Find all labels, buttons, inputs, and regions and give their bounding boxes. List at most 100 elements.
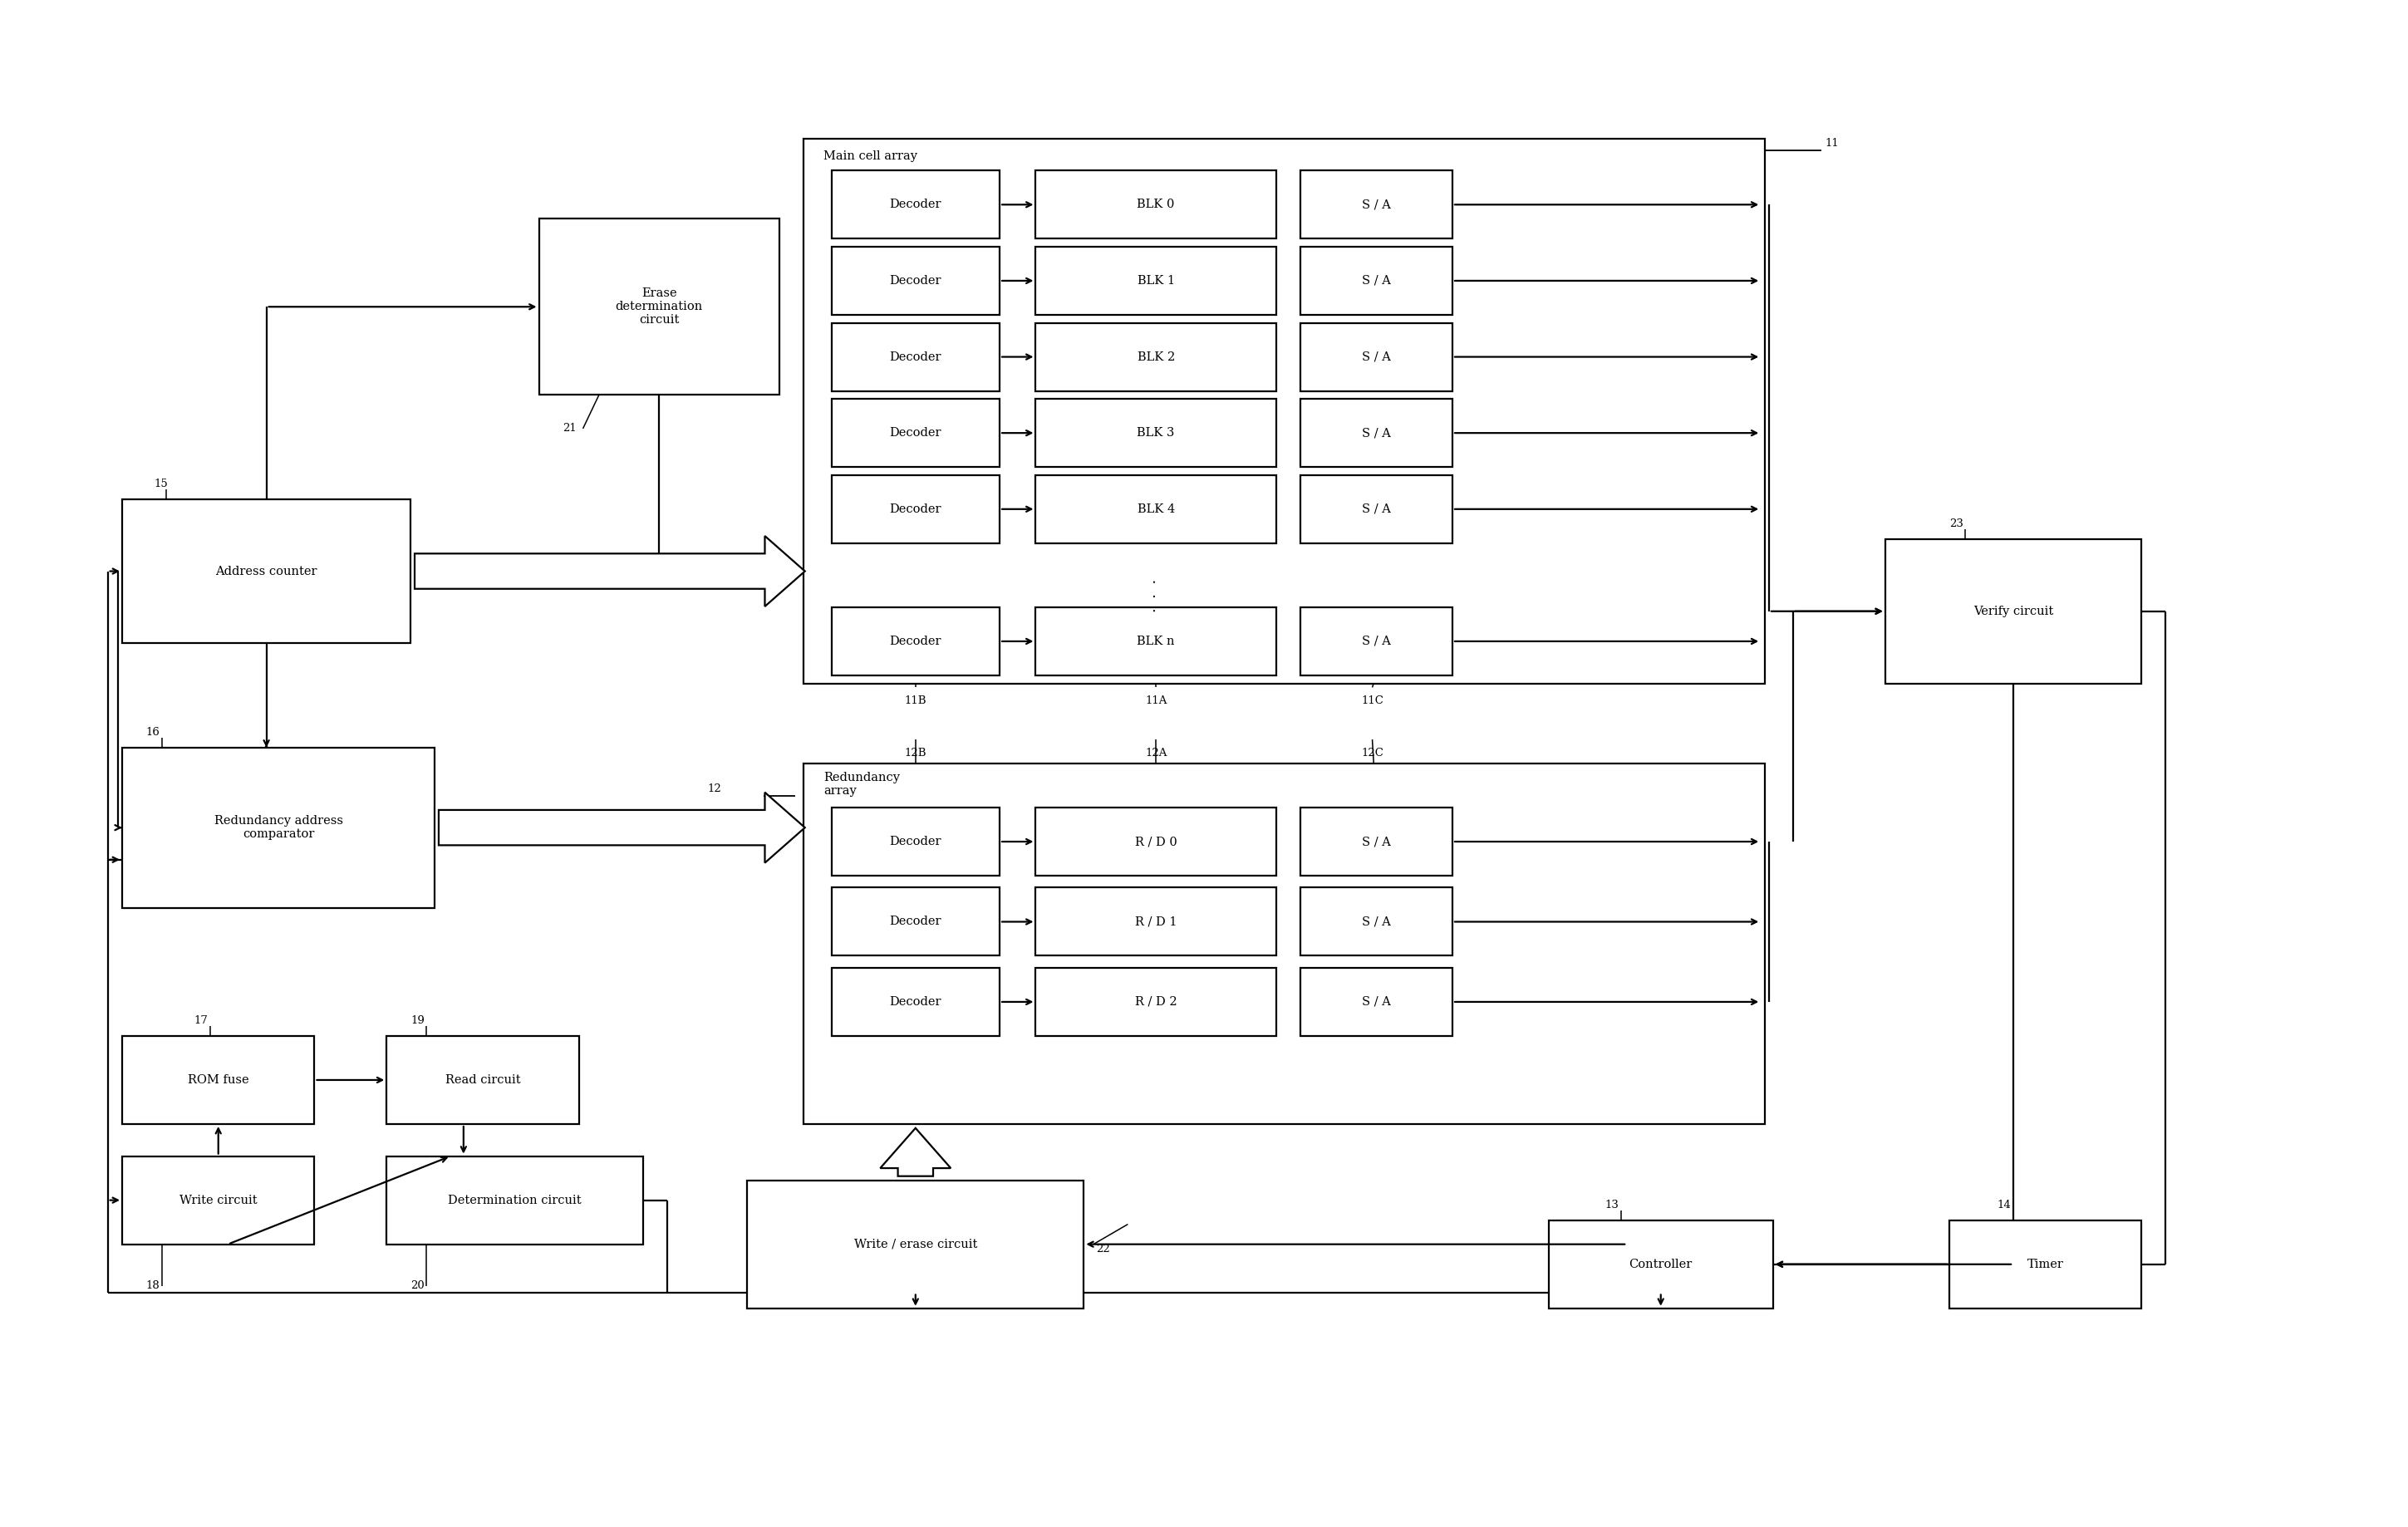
FancyBboxPatch shape [831, 171, 999, 238]
FancyBboxPatch shape [1300, 475, 1452, 544]
FancyBboxPatch shape [1035, 887, 1276, 956]
FancyBboxPatch shape [1300, 322, 1452, 391]
FancyBboxPatch shape [1300, 399, 1452, 467]
Text: BLK 1: BLK 1 [1137, 275, 1175, 287]
Text: 12A: 12A [1144, 748, 1168, 759]
Text: Redundancy
array: Redundancy array [824, 771, 901, 797]
Text: 14: 14 [1996, 1200, 2011, 1211]
Text: 17: 17 [195, 1015, 207, 1026]
Text: S / A: S / A [1363, 916, 1392, 927]
Text: 12C: 12C [1361, 748, 1385, 759]
FancyBboxPatch shape [1300, 247, 1452, 315]
Text: S / A: S / A [1363, 199, 1392, 211]
FancyBboxPatch shape [831, 968, 999, 1035]
FancyBboxPatch shape [1035, 322, 1276, 391]
Text: 11A: 11A [1144, 695, 1168, 705]
Text: BLK n: BLK n [1137, 635, 1175, 647]
Text: R / D 0: R / D 0 [1134, 835, 1178, 847]
FancyBboxPatch shape [804, 139, 1765, 684]
Text: Decoder: Decoder [889, 428, 942, 438]
FancyBboxPatch shape [1885, 539, 2141, 684]
Text: 18: 18 [147, 1280, 159, 1290]
FancyBboxPatch shape [123, 1035, 315, 1124]
FancyBboxPatch shape [1548, 1220, 1772, 1309]
FancyBboxPatch shape [1300, 968, 1452, 1035]
Text: Decoder: Decoder [889, 275, 942, 287]
Text: Decoder: Decoder [889, 916, 942, 927]
Text: S / A: S / A [1363, 996, 1392, 1008]
FancyBboxPatch shape [804, 764, 1765, 1124]
Text: Decoder: Decoder [889, 351, 942, 363]
Text: R / D 1: R / D 1 [1134, 916, 1178, 927]
Text: BLK 4: BLK 4 [1137, 504, 1175, 515]
FancyBboxPatch shape [831, 322, 999, 391]
Text: 11: 11 [1825, 139, 1840, 150]
Text: 22: 22 [1096, 1245, 1110, 1255]
FancyBboxPatch shape [1035, 399, 1276, 467]
Text: R / D 2: R / D 2 [1134, 996, 1178, 1008]
Text: S / A: S / A [1363, 275, 1392, 287]
FancyBboxPatch shape [388, 1156, 643, 1245]
Text: Timer: Timer [2028, 1258, 2064, 1270]
Polygon shape [881, 1128, 951, 1176]
Text: BLK 3: BLK 3 [1137, 428, 1175, 438]
Text: 19: 19 [412, 1015, 424, 1026]
Text: ROM fuse: ROM fuse [188, 1073, 248, 1086]
Text: Decoder: Decoder [889, 504, 942, 515]
Polygon shape [438, 793, 804, 863]
Text: Determination circuit: Determination circuit [448, 1194, 583, 1206]
Text: ·  ·  ·: · · · [1149, 579, 1163, 612]
FancyBboxPatch shape [746, 1180, 1084, 1309]
FancyBboxPatch shape [1300, 608, 1452, 675]
Text: Decoder: Decoder [889, 996, 942, 1008]
Text: S / A: S / A [1363, 428, 1392, 438]
Text: Write circuit: Write circuit [181, 1194, 258, 1206]
FancyBboxPatch shape [388, 1035, 578, 1124]
FancyBboxPatch shape [1950, 1220, 2141, 1309]
FancyBboxPatch shape [123, 499, 412, 643]
Text: S / A: S / A [1363, 351, 1392, 363]
FancyBboxPatch shape [831, 475, 999, 544]
Text: Erase
determination
circuit: Erase determination circuit [616, 287, 703, 327]
Text: Controller: Controller [1630, 1258, 1693, 1270]
Text: 11B: 11B [905, 695, 927, 705]
FancyBboxPatch shape [123, 1156, 315, 1245]
FancyBboxPatch shape [1035, 608, 1276, 675]
Text: 21: 21 [563, 423, 578, 434]
Text: Decoder: Decoder [889, 199, 942, 211]
Text: Decoder: Decoder [889, 835, 942, 847]
Text: 13: 13 [1604, 1200, 1618, 1211]
Text: 12: 12 [708, 783, 720, 794]
Text: 11C: 11C [1361, 695, 1385, 705]
FancyBboxPatch shape [539, 218, 780, 395]
FancyBboxPatch shape [1035, 475, 1276, 544]
FancyBboxPatch shape [1300, 171, 1452, 238]
FancyBboxPatch shape [1300, 808, 1452, 875]
Polygon shape [414, 536, 804, 606]
Text: 12B: 12B [905, 748, 927, 759]
FancyBboxPatch shape [1035, 808, 1276, 875]
FancyBboxPatch shape [831, 399, 999, 467]
FancyBboxPatch shape [831, 247, 999, 315]
Text: Decoder: Decoder [889, 635, 942, 647]
FancyBboxPatch shape [1035, 968, 1276, 1035]
Text: Read circuit: Read circuit [445, 1073, 520, 1086]
Text: Write / erase circuit: Write / erase circuit [855, 1238, 978, 1251]
FancyBboxPatch shape [1300, 887, 1452, 956]
Text: S / A: S / A [1363, 504, 1392, 515]
Text: S / A: S / A [1363, 835, 1392, 847]
Text: Redundancy address
comparator: Redundancy address comparator [214, 815, 342, 840]
FancyBboxPatch shape [1035, 171, 1276, 238]
Text: BLK 0: BLK 0 [1137, 199, 1175, 211]
FancyBboxPatch shape [831, 608, 999, 675]
Text: Address counter: Address counter [214, 565, 318, 577]
FancyBboxPatch shape [123, 748, 436, 907]
Text: 16: 16 [147, 727, 161, 738]
Text: 23: 23 [1950, 519, 1963, 530]
Text: Verify circuit: Verify circuit [1975, 605, 2054, 617]
Text: 20: 20 [412, 1280, 424, 1290]
FancyBboxPatch shape [831, 808, 999, 875]
Text: Main cell array: Main cell array [824, 151, 917, 162]
Text: 15: 15 [154, 479, 169, 490]
Text: S / A: S / A [1363, 635, 1392, 647]
